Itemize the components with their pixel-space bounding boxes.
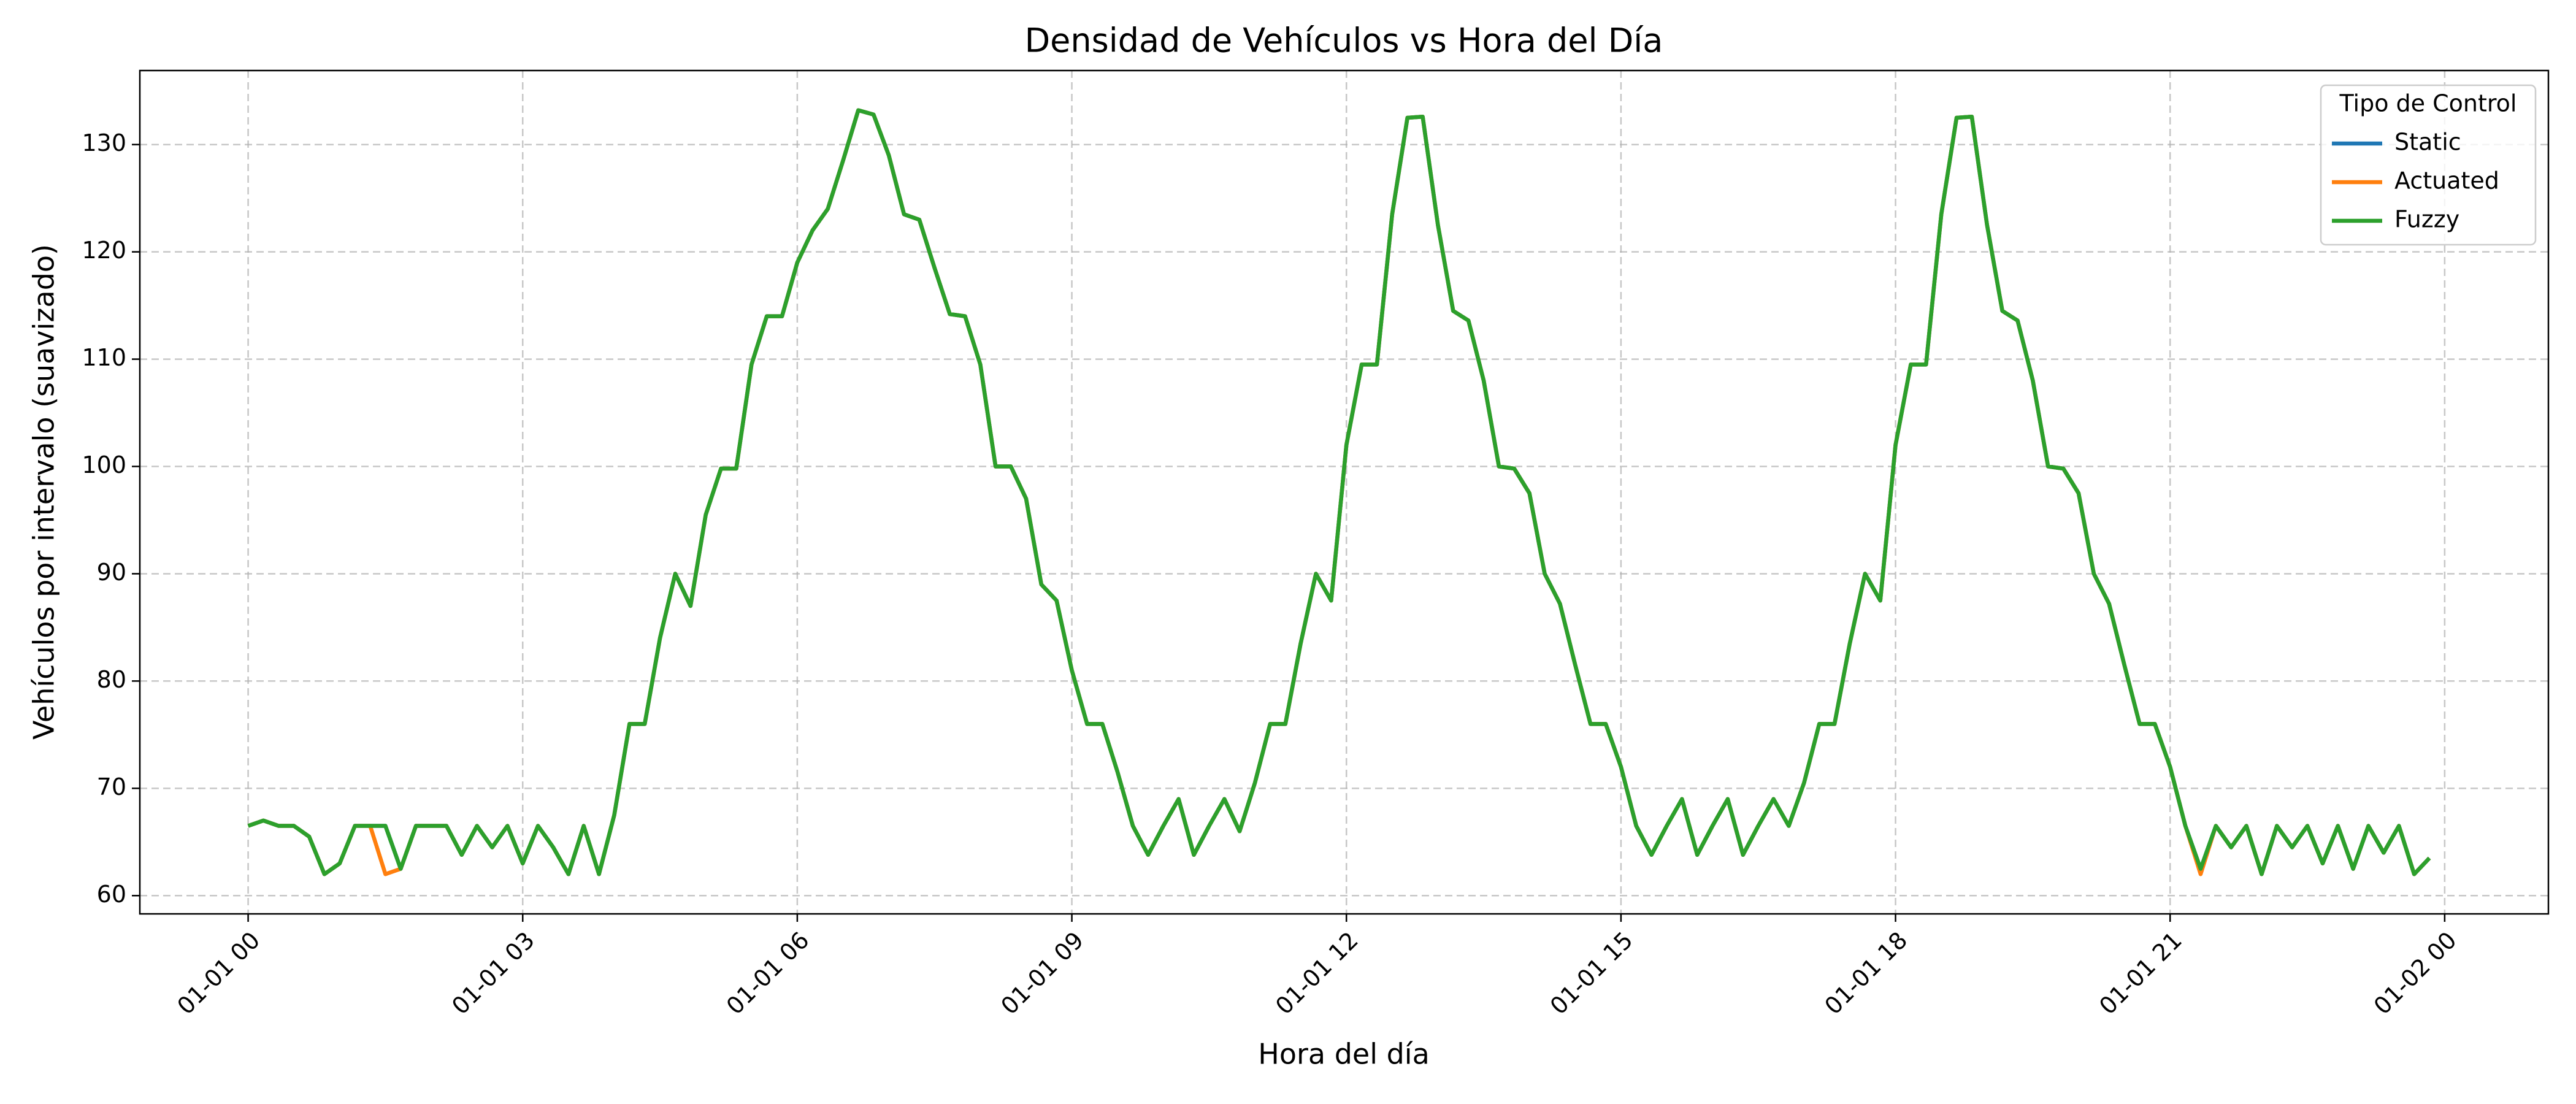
x-tick-label: 01-01 00 [172, 927, 265, 1020]
x-tick-label: 01-01 06 [721, 927, 815, 1020]
legend-label: Fuzzy [2394, 206, 2459, 233]
legend-box [2320, 84, 2537, 246]
y-tick-label: 100 [82, 451, 126, 478]
y-tick-label: 120 [82, 237, 126, 264]
y-tick-label: 90 [97, 559, 126, 586]
y-tick-label: 70 [97, 773, 126, 800]
y-tick-label: 130 [82, 129, 126, 156]
x-tick-label: 01-01 12 [1270, 927, 1363, 1020]
series-line [247, 108, 2431, 876]
x-tick-label: 01-01 03 [447, 927, 540, 1020]
series-line [247, 108, 2431, 876]
legend-title: Tipo de Control [2339, 90, 2517, 117]
chart-title: Densidad de Vehículos vs Hora del Día [1025, 21, 1663, 60]
x-tick-label: 01-01 09 [995, 927, 1089, 1020]
legend-label: Static [2394, 129, 2461, 156]
legend-label: Actuated [2394, 167, 2499, 194]
x-tick-label: 01-01 21 [2094, 927, 2187, 1020]
x-axis-label: Hora del día [1258, 1038, 1430, 1071]
y-axis-label: Vehículos por intervalo (suavizado) [28, 244, 61, 740]
x-tick-label: 01-02 00 [2369, 927, 2462, 1020]
plot-frame [139, 69, 2550, 915]
y-tick-label: 110 [82, 344, 126, 371]
y-tick-label: 60 [97, 881, 126, 908]
y-tick-label: 80 [97, 666, 126, 693]
series-line [247, 108, 2431, 876]
x-tick-label: 01-01 18 [1819, 927, 1912, 1020]
x-tick-label: 01-01 15 [1545, 927, 1638, 1020]
